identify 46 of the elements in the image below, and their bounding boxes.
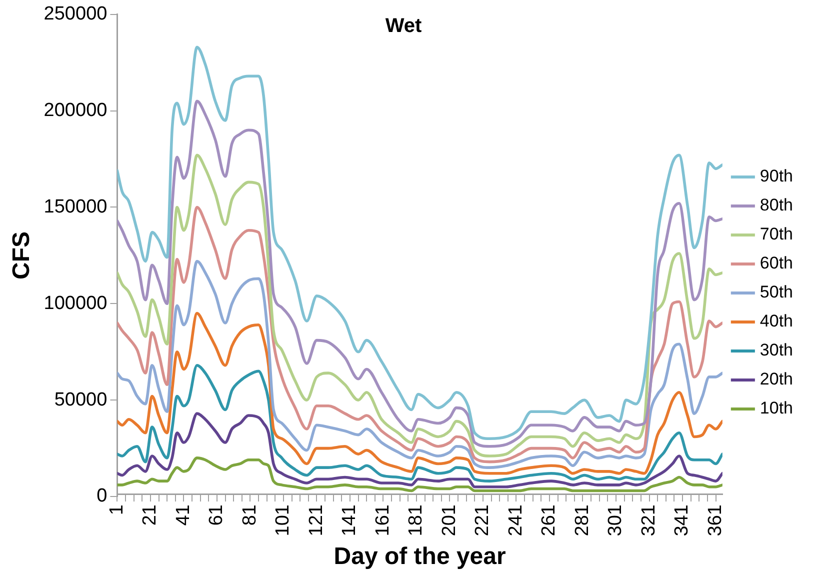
x-tick-label: 101 [272, 504, 294, 536]
legend-label: 20th [760, 370, 794, 389]
line-series [117, 206, 722, 464]
legend-label: 30th [760, 340, 794, 360]
x-tick-label: 141 [339, 504, 360, 536]
x-axis-title: Day of the year [334, 543, 506, 570]
y-tick-label: 150000 [44, 196, 108, 218]
x-tick-label: 341 [672, 504, 693, 536]
legend-label: 70th [760, 224, 794, 244]
legend-label: 60th [760, 254, 794, 273]
x-tick-label: 201 [438, 504, 460, 536]
legend-label: 50th [760, 282, 794, 302]
x-tick-label: 241 [505, 504, 526, 536]
line-series [117, 260, 722, 469]
x-tick-label: 1 [106, 504, 128, 516]
y-tick-label: 200000 [44, 100, 108, 122]
legend-label: 80th [760, 196, 794, 215]
line-series [117, 46, 722, 440]
line-series [117, 312, 722, 475]
y-tick-label: 250000 [44, 4, 108, 25]
x-tick-label: 301 [605, 504, 626, 536]
legend-label: 40th [760, 312, 794, 331]
x-tick-label: 61 [206, 504, 228, 526]
x-tick-label: 221 [472, 504, 494, 536]
line-series [117, 364, 722, 482]
line-series [117, 154, 722, 458]
x-tick-label: 281 [572, 504, 593, 536]
line-series [117, 100, 722, 448]
y-tick-label: 100000 [44, 292, 108, 314]
y-tick-label: 0 [96, 486, 108, 507]
x-tick-label: 261 [538, 504, 560, 536]
y-tick-label: 50000 [54, 389, 108, 410]
x-tick-label: 41 [172, 504, 194, 526]
y-axis-title: CFS [8, 231, 36, 280]
x-tick-label: 121 [306, 504, 327, 536]
legend-label: 10th [760, 398, 794, 418]
x-tick-label: 361 [704, 504, 726, 536]
x-tick-label: 181 [406, 504, 427, 536]
x-tick-label: 161 [372, 504, 394, 536]
chart-title: Wet [385, 14, 422, 37]
x-tick-label: 81 [239, 504, 260, 526]
line-series [117, 412, 722, 488]
legend-label: 90th [760, 166, 794, 186]
x-tick-label: 21 [140, 504, 161, 526]
line-series [117, 456, 722, 492]
x-tick-label: 321 [638, 504, 660, 536]
